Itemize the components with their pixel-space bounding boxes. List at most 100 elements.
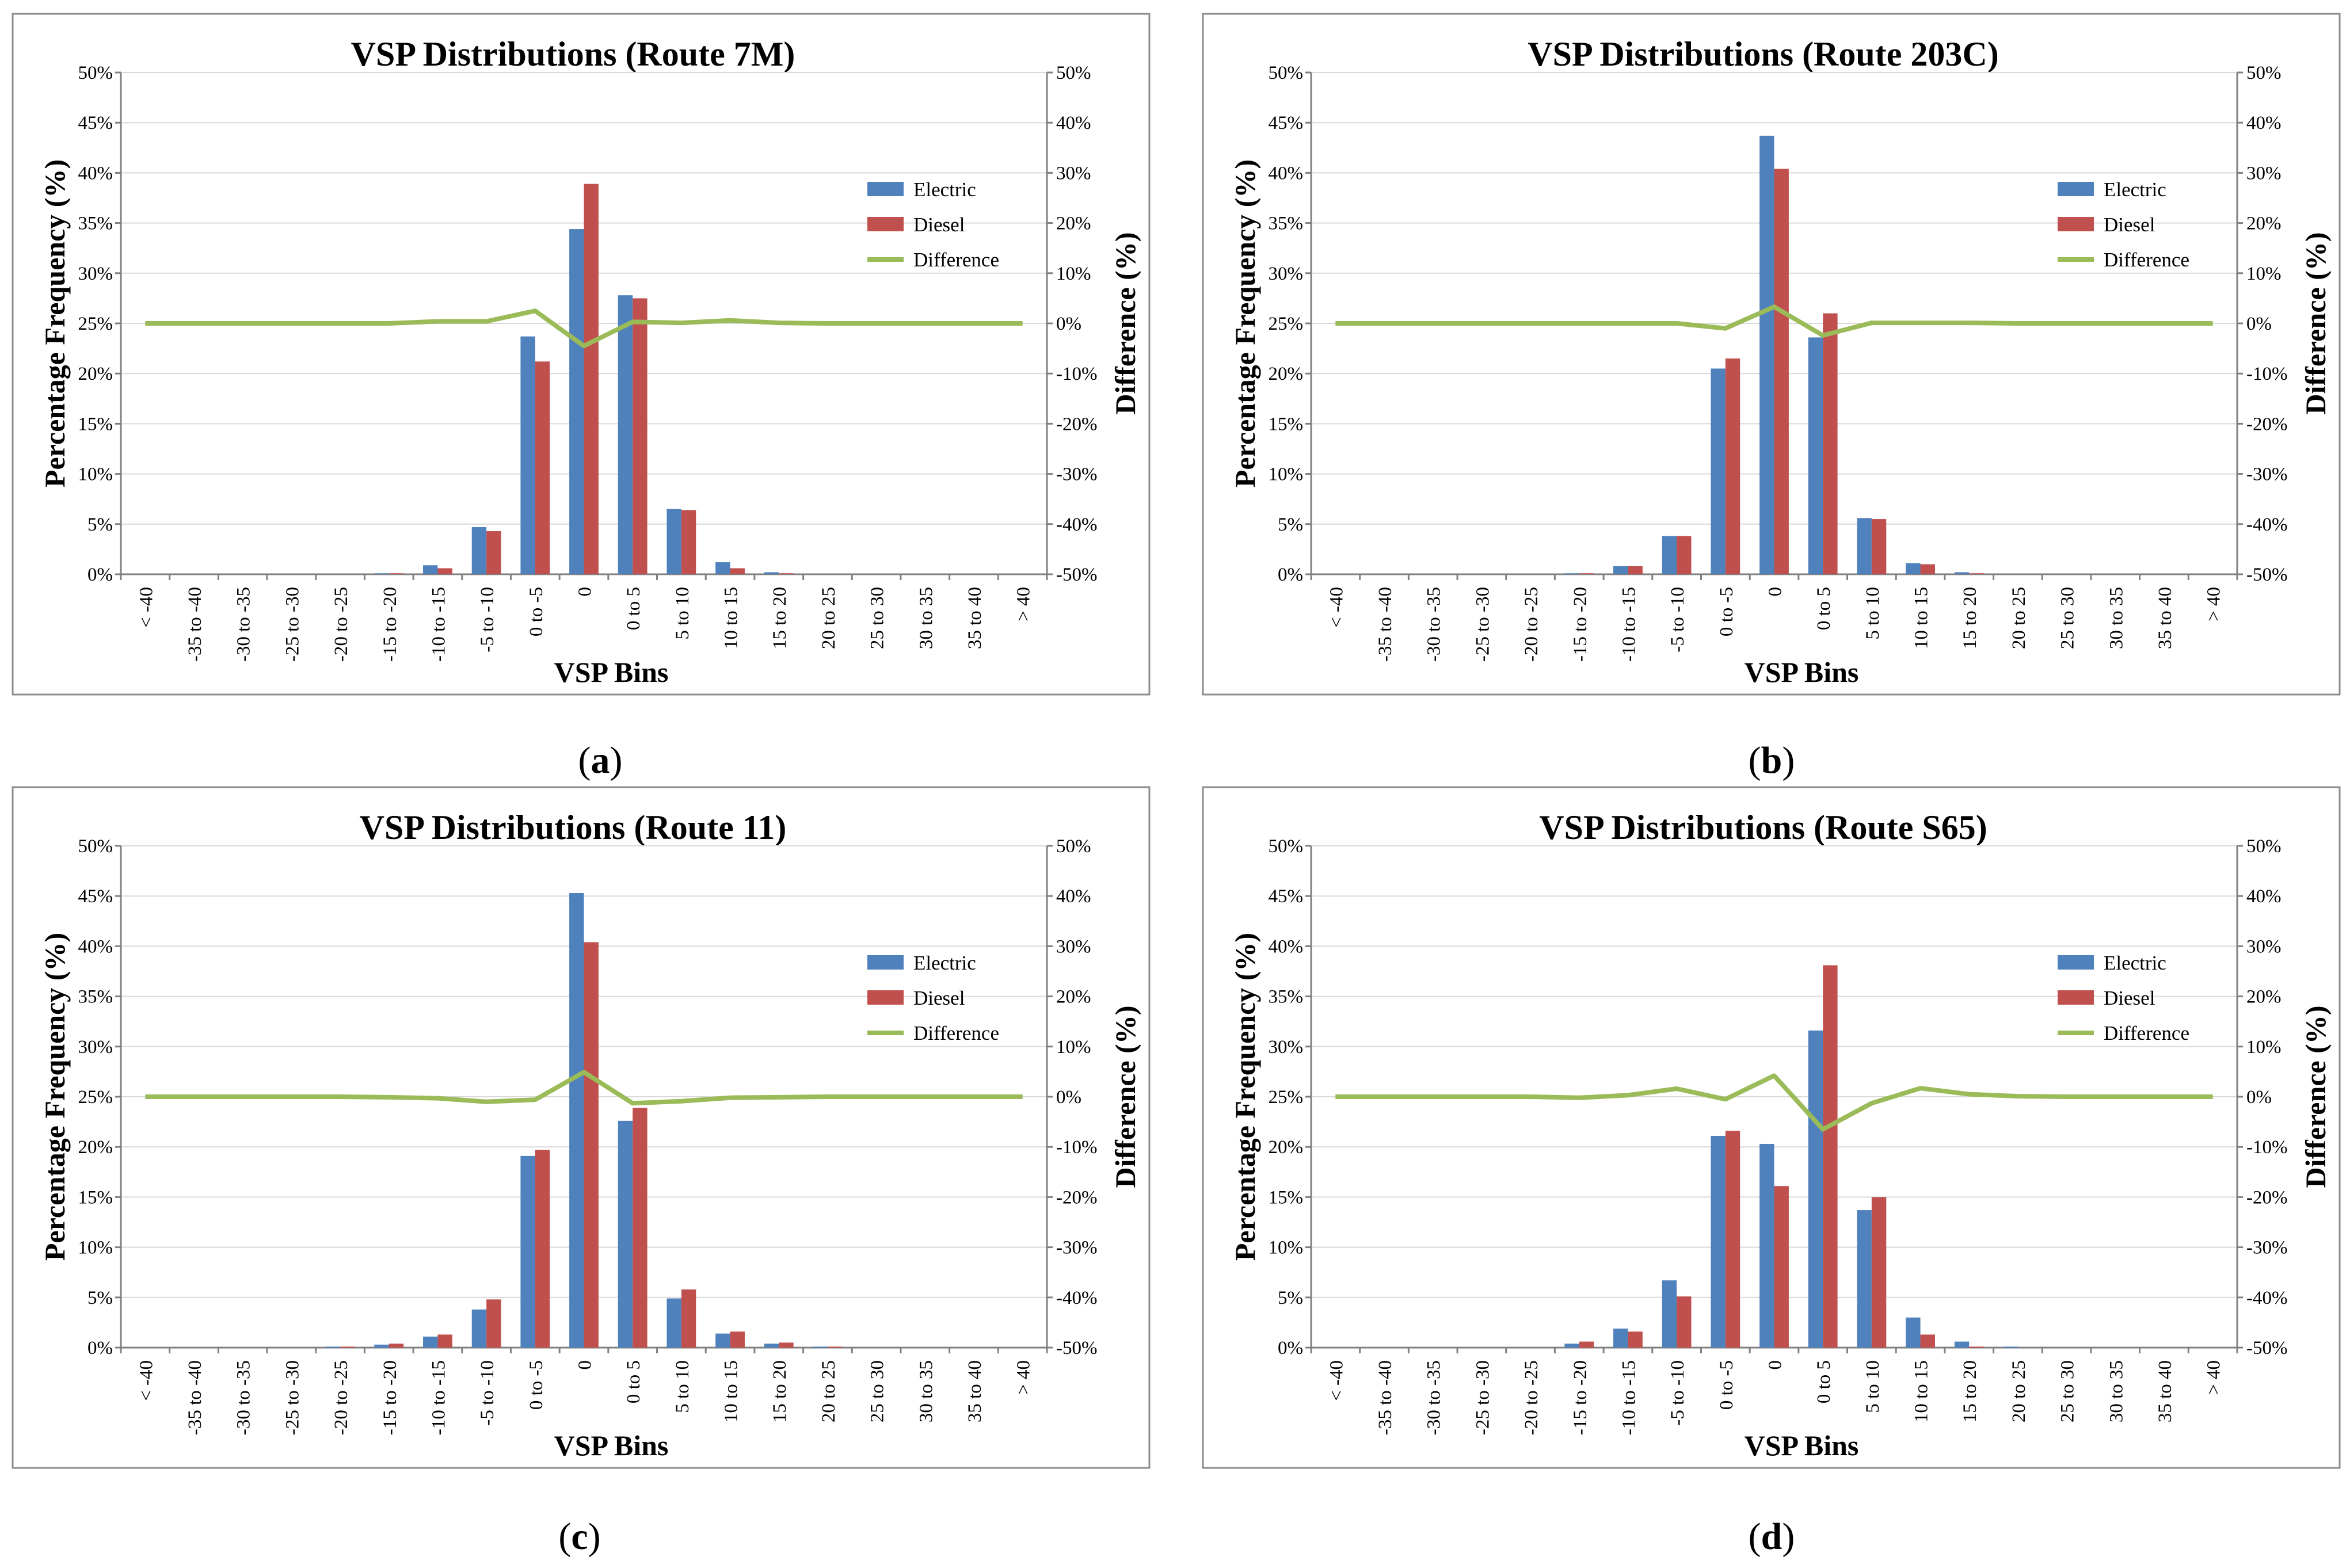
panel-caption: (c) — [558, 1516, 600, 1558]
x-tick-label: 20 to 25 — [2009, 1360, 2029, 1422]
y-axis-title-right: Difference (%) — [1109, 232, 1141, 415]
x-axis-title: VSP Bins — [554, 1429, 669, 1462]
y-tick-label-right: -20% — [1056, 414, 1097, 434]
bar-diesel-13 — [1920, 1334, 1935, 1348]
x-tick-label: > 40 — [1014, 587, 1034, 621]
x-tick-label: 0 — [575, 587, 596, 597]
x-tick-label: 20 to 25 — [818, 1360, 839, 1422]
x-tick-label: 30 to 35 — [2106, 1360, 2127, 1422]
legend-swatch-diesel — [867, 217, 904, 231]
y-tick-label-left: 20% — [1269, 364, 1304, 384]
x-tick-label: 25 to 30 — [2058, 587, 2078, 649]
x-tick-label: -15 to -20 — [1570, 587, 1591, 662]
y-tick-label-right: -50% — [2246, 564, 2287, 585]
x-tick-label: < -40 — [1326, 1360, 1347, 1401]
x-tick-label: > 40 — [2204, 1360, 2225, 1395]
bar-diesel-12 — [681, 1289, 696, 1348]
bar-diesel-10 — [584, 184, 599, 575]
bar-diesel-7 — [437, 568, 452, 574]
x-tick-label: 0 to 5 — [1814, 587, 1834, 630]
y-tick-label-right: 0% — [2246, 1087, 2272, 1108]
legend-label-electric: Electric — [2104, 952, 2166, 974]
y-tick-label-left: 5% — [87, 1288, 113, 1308]
chart-frame — [1202, 786, 2341, 1469]
y-tick-label-right: 0% — [2246, 314, 2272, 334]
legend-swatch-diesel — [2058, 990, 2094, 1005]
y-tick-label-right: 50% — [1056, 836, 1091, 857]
y-axis-title-left: Percentage Frequency (%) — [39, 933, 71, 1261]
x-tick-label: 5 to 10 — [1863, 1360, 1883, 1413]
chart-panel-3: VSP Distributions (Route 11) 0% 5% 10% 15% 20… — [12, 786, 1151, 1469]
x-tick-label: -25 to -30 — [282, 1360, 303, 1435]
y-tick-label-left: 10% — [78, 464, 113, 485]
bar-electric-6 — [374, 1344, 389, 1348]
y-tick-label-left: 40% — [1269, 936, 1304, 957]
chart-title: VSP Distributions (Route S65) — [1539, 808, 1987, 846]
y-tick-label-right: -40% — [1056, 1288, 1097, 1308]
y-tick-label-left: 10% — [1269, 464, 1304, 485]
y-tick-label-right: -30% — [1056, 1238, 1097, 1258]
legend-label-difference: Difference — [913, 1022, 999, 1044]
x-tick-label: 30 to 35 — [916, 1360, 936, 1422]
legend: Electric Diesel Difference — [867, 952, 999, 1044]
x-tick-label: > 40 — [2204, 587, 2225, 621]
x-tick-label: 0 to 5 — [623, 587, 644, 630]
y-tick-label-right: -20% — [2246, 414, 2287, 434]
x-tick-label: > 40 — [1014, 1360, 1034, 1395]
x-tick-label: -15 to -20 — [380, 1360, 401, 1435]
chart-panel-2: VSP Distributions (Route 203C) 0% 5% 10% 15%… — [1202, 13, 2341, 696]
bar-diesel-11 — [633, 1108, 648, 1348]
x-tick-label: -20 to -25 — [1521, 1360, 1542, 1435]
y-tick-label-left: 5% — [1278, 514, 1303, 535]
chart-title: VSP Distributions (Route 7M) — [351, 35, 795, 73]
bar-electric-9 — [1711, 1136, 1726, 1348]
legend-label-difference: Difference — [2104, 249, 2189, 271]
bar-diesel-15 — [827, 1346, 843, 1348]
bar-electric-5 — [325, 1346, 341, 1348]
bar-diesel-8 — [486, 531, 501, 574]
x-tick-label: 15 to 20 — [770, 1360, 790, 1422]
y-tick-label-left: 35% — [1269, 987, 1304, 1008]
y-tick-label-left: 35% — [78, 213, 113, 234]
y-tick-label-right: -10% — [1056, 364, 1097, 384]
bar-electric-8 — [1662, 536, 1677, 574]
bar-diesel-14 — [1969, 573, 1984, 574]
legend-label-diesel: Diesel — [913, 213, 965, 236]
y-tick-label-right: -40% — [1056, 514, 1097, 535]
x-tick-label: -20 to -25 — [1521, 587, 1542, 662]
bar-diesel-9 — [1725, 358, 1740, 574]
y-tick-label-left: 50% — [1269, 836, 1304, 857]
legend-label-diesel: Diesel — [2104, 213, 2155, 236]
x-tick-label: 35 to 40 — [2155, 1360, 2176, 1422]
y-tick-label-right: 30% — [1056, 936, 1091, 957]
bar-electric-7 — [1613, 1328, 1628, 1348]
bar-electric-9 — [520, 1155, 535, 1348]
bar-diesel-6 — [389, 573, 404, 574]
x-tick-label: -15 to -20 — [1570, 1360, 1591, 1435]
x-tick-label: 10 to 15 — [1911, 587, 1932, 649]
y-tick-label-right: 30% — [2246, 163, 2282, 184]
bar-electric-15 — [813, 1346, 828, 1348]
x-tick-label: 30 to 35 — [916, 587, 936, 649]
bar-diesel-9 — [535, 1150, 550, 1348]
x-tick-label: 5 to 10 — [672, 587, 693, 640]
bar-diesel-7 — [437, 1334, 452, 1348]
x-tick-label: -30 to -35 — [1424, 1360, 1445, 1435]
bar-electric-10 — [569, 892, 584, 1348]
y-tick-label-left: 25% — [1269, 314, 1304, 334]
x-tick-label: -35 to -40 — [185, 1360, 205, 1435]
x-tick-label: 5 to 10 — [1863, 587, 1883, 640]
x-tick-label: 15 to 20 — [1960, 587, 1980, 649]
x-tick-label: 30 to 35 — [2106, 587, 2127, 649]
y-tick-label-left: 40% — [78, 163, 113, 184]
y-tick-label-right: -20% — [1056, 1187, 1097, 1208]
y-tick-label-left: 0% — [1278, 564, 1303, 585]
bar-electric-14 — [1954, 572, 1970, 574]
bar-diesel-10 — [1774, 1186, 1789, 1348]
y-tick-label-right: 0% — [1056, 314, 1081, 334]
bar-diesel-11 — [633, 298, 648, 574]
y-tick-label-left: 20% — [1269, 1137, 1304, 1158]
y-tick-label-left: 30% — [78, 264, 113, 284]
bar-electric-8 — [1662, 1280, 1677, 1348]
